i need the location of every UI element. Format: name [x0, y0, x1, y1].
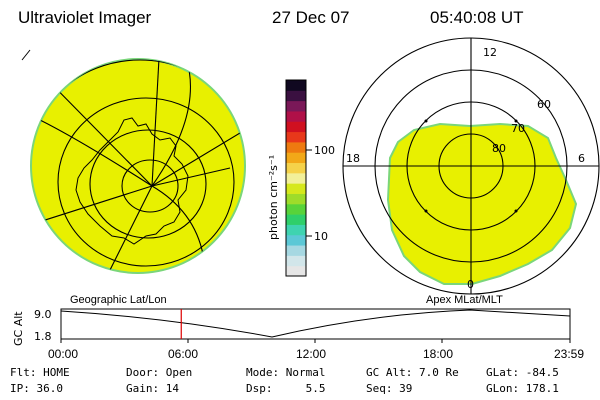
colorbar-band [286, 131, 306, 143]
colorbar-band [286, 224, 306, 236]
xtick-0000: 00:00 [48, 347, 79, 361]
coastline [75, 117, 189, 245]
xtick-1800: 18:00 [423, 347, 454, 361]
mlt-label-18: 18 [346, 152, 360, 165]
colorbar-band [286, 234, 306, 246]
colorbar-band [286, 193, 306, 205]
polar-emission-region [386, 122, 578, 285]
info-gc-alt: GC Alt: 7.0 Re [366, 366, 459, 379]
info-gain: Gain: 14 [126, 382, 179, 395]
colorbar-band [286, 162, 306, 174]
colorbar-frame [285, 79, 307, 277]
altitude-curve [60, 309, 571, 338]
mlt-label-0: 0 [467, 278, 474, 291]
info-seq: Seq: 39 [366, 382, 413, 395]
instrument-title: Ultraviolet Imager [18, 8, 152, 27]
polar-grid-dots [424, 119, 518, 213]
xtick-2359: 23:59 [554, 347, 585, 361]
colorbar-band [286, 255, 306, 267]
colorbar-tick-label-100: 100 [314, 144, 335, 157]
altitude-ylabel: GC Alt [12, 311, 25, 346]
colorbar-band [286, 152, 306, 164]
date-label: 27 Dec 07 [272, 8, 350, 27]
mlat-label-70: 70 [511, 122, 525, 135]
info-mode: Mode: Normal [246, 366, 326, 379]
colorbar-band [286, 141, 306, 153]
colorbar-band [286, 172, 306, 184]
info-dsp: Dsp: 5.5 [246, 382, 326, 395]
geo-panel-caption: Geographic Lat/Lon [70, 294, 167, 306]
colorbar-band [286, 100, 306, 112]
colorbar-band [286, 203, 306, 215]
polar-panel-caption: Apex MLat/MLT [426, 294, 503, 306]
mlt-label-12: 12 [483, 46, 497, 59]
altitude-ytick-low: 1.8 [34, 330, 52, 343]
frame-tick [21, 49, 31, 61]
colorbar-band [286, 183, 306, 194]
colorbar-band [286, 265, 306, 277]
info-ip: IP: 36.0 [10, 382, 63, 395]
colorbar-band [286, 121, 306, 133]
altitude-plot-frame [60, 308, 571, 340]
colorbar-band [286, 90, 306, 102]
polar-grid [342, 37, 600, 295]
colorbar-tick-label-10: 10 [314, 230, 328, 243]
info-glon: GLon: 178.1 [486, 382, 559, 395]
time-label: 05:40:08 UT [430, 8, 524, 27]
info-door: Door: Open [126, 366, 193, 379]
info-glat: GLat: -84.5 [486, 366, 559, 379]
colorbar-unit-label: photon cm⁻²s⁻¹ [267, 155, 280, 240]
mlt-label-6: 6 [578, 152, 585, 165]
colorbar-band [286, 80, 306, 91]
colorbar-band [286, 110, 306, 122]
mlat-label-60: 60 [537, 98, 551, 111]
colorbar-band [286, 245, 306, 256]
altitude-ytick-high: 9.0 [34, 308, 52, 321]
mlat-label-80: 80 [492, 142, 506, 155]
xtick-1200: 12:00 [296, 347, 327, 361]
info-flt: Flt: HOME [10, 366, 70, 379]
colorbar-band [286, 214, 306, 225]
xtick-0600: 06:00 [168, 347, 199, 361]
geo-grid-lines [31, 59, 245, 273]
colorbar-gradient [286, 80, 306, 277]
altitude-xticks [60, 339, 571, 343]
